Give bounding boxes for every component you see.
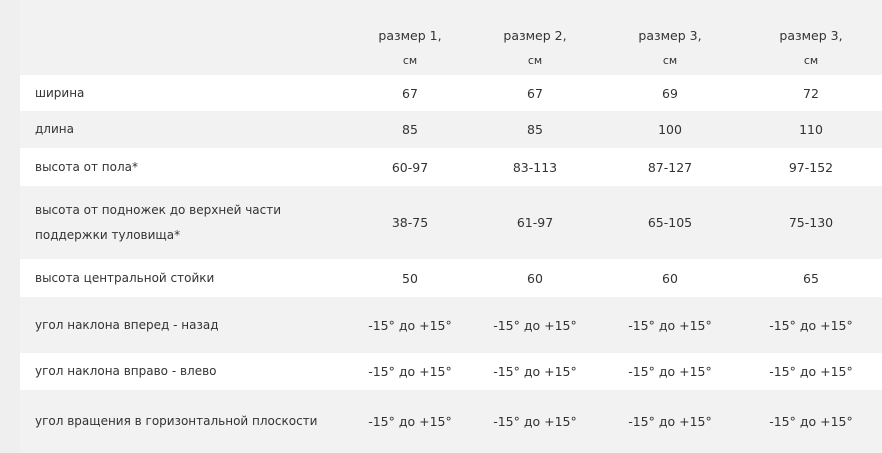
header-unit: см bbox=[527, 54, 543, 67]
row-value: -15° до +15° bbox=[600, 353, 740, 390]
header-unit: см bbox=[803, 54, 819, 67]
row-value: 60-97 bbox=[350, 148, 470, 186]
size-table: размер 1, см размер 2, см размер 3, см разм… bbox=[20, 0, 882, 453]
row-value: 97-152 bbox=[740, 148, 882, 186]
row-value: 65-105 bbox=[600, 186, 740, 259]
row-value: -15° до +15° bbox=[350, 390, 470, 453]
header-label: размер 3, bbox=[638, 28, 702, 43]
header-unit: см bbox=[402, 54, 418, 67]
table-row: угол наклона вправо - влево -15° до +15° -… bbox=[20, 353, 882, 390]
row-value: 83-113 bbox=[470, 148, 600, 186]
row-value: 61-97 bbox=[470, 186, 600, 259]
row-value: -15° до +15° bbox=[350, 353, 470, 390]
table-row: угол наклона вперед - назад -15° до +15° -… bbox=[20, 297, 882, 353]
header-label: размер 2, bbox=[503, 28, 567, 43]
row-value: 38-75 bbox=[350, 186, 470, 259]
row-value: 110 bbox=[740, 111, 882, 148]
table-row: длина 85 85 100 110 bbox=[20, 111, 882, 148]
header-size-4: размер 3, см bbox=[740, 0, 882, 75]
row-value: -15° до +15° bbox=[740, 353, 882, 390]
row-label: угол наклона вперед - назад bbox=[20, 297, 350, 353]
row-value: -15° до +15° bbox=[600, 297, 740, 353]
table-row: угол вращения в горизонтальной плоскости… bbox=[20, 390, 882, 453]
row-value: 67 bbox=[350, 75, 470, 111]
row-label: ширина bbox=[20, 75, 350, 111]
header-size-2: размер 2, см bbox=[470, 0, 600, 75]
row-value: -15° до +15° bbox=[740, 390, 882, 453]
header-row: размер 1, см размер 2, см размер 3, см разм… bbox=[20, 0, 882, 75]
row-value: 67 bbox=[470, 75, 600, 111]
table-row: ширина 67 67 69 72 bbox=[20, 75, 882, 111]
row-label: угол вращения в горизонтальной плоскости bbox=[20, 390, 350, 453]
table-row: высота от подножек до верхней части подд… bbox=[20, 186, 882, 259]
row-value: -15° до +15° bbox=[470, 297, 600, 353]
row-label: высота центральной стойки bbox=[20, 259, 350, 297]
row-value: 60 bbox=[470, 259, 600, 297]
row-value: 100 bbox=[600, 111, 740, 148]
table-row: высота от пола* 60-97 83-113 87-127 97-152 bbox=[20, 148, 882, 186]
row-value: 69 bbox=[600, 75, 740, 111]
row-value: 72 bbox=[740, 75, 882, 111]
header-unit: см bbox=[662, 54, 678, 67]
row-value: -15° до +15° bbox=[470, 353, 600, 390]
row-label: высота от пола* bbox=[20, 148, 350, 186]
row-value: 60 bbox=[600, 259, 740, 297]
row-value: 87-127 bbox=[600, 148, 740, 186]
row-label: высота от подножек до верхней части подд… bbox=[20, 186, 350, 259]
row-label: длина bbox=[20, 111, 350, 148]
header-size-1: размер 1, см bbox=[350, 0, 470, 75]
row-value: -15° до +15° bbox=[740, 297, 882, 353]
header-empty bbox=[20, 0, 350, 75]
header-size-3: размер 3, см bbox=[600, 0, 740, 75]
row-value: -15° до +15° bbox=[470, 390, 600, 453]
table-row: высота центральной стойки 50 60 60 65 bbox=[20, 259, 882, 297]
row-value: 75-130 bbox=[740, 186, 882, 259]
row-value: 85 bbox=[350, 111, 470, 148]
row-value: 85 bbox=[470, 111, 600, 148]
row-value: 65 bbox=[740, 259, 882, 297]
row-value: -15° до +15° bbox=[600, 390, 740, 453]
row-value: -15° до +15° bbox=[350, 297, 470, 353]
row-value: 50 bbox=[350, 259, 470, 297]
row-label: угол наклона вправо - влево bbox=[20, 353, 350, 390]
header-label: размер 3, bbox=[779, 28, 843, 43]
header-label: размер 1, bbox=[378, 28, 442, 43]
